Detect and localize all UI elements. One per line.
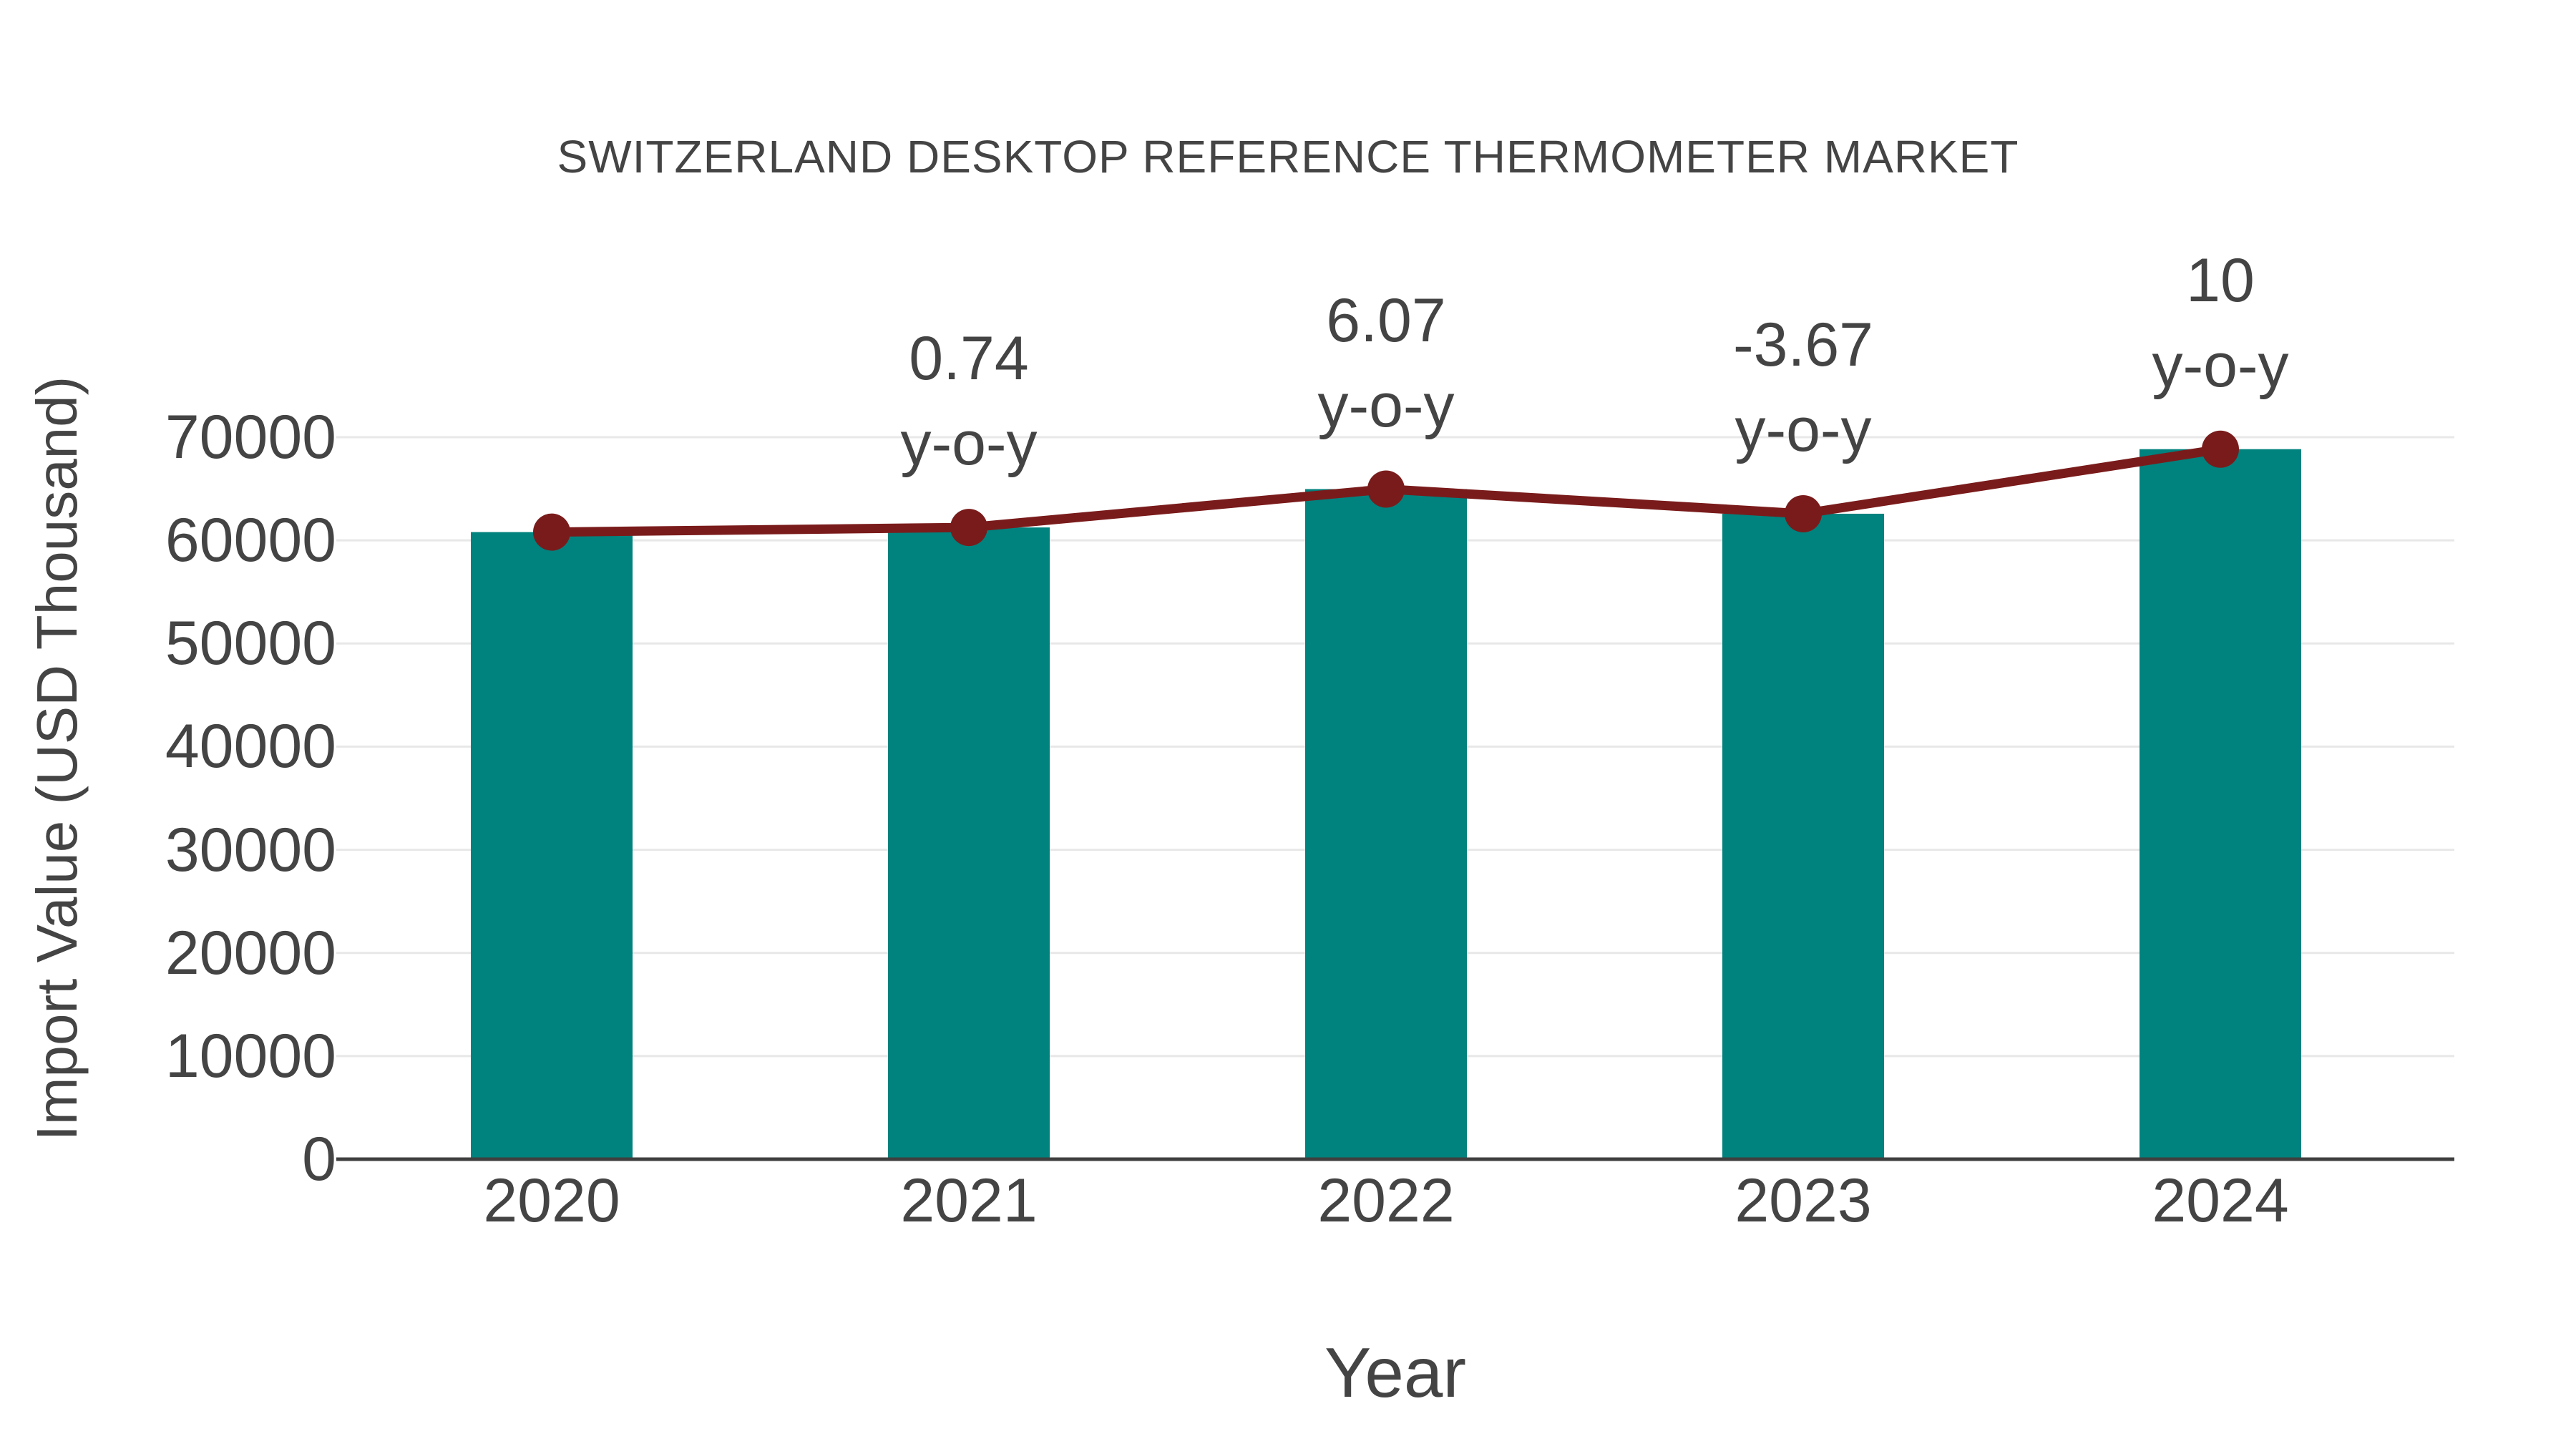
annotation-line: 10 xyxy=(2186,245,2255,315)
bar-2024 xyxy=(2140,449,2301,1159)
bar-2020 xyxy=(471,532,633,1159)
x-tick-label-2021: 2021 xyxy=(900,1166,1038,1235)
y-tick-label-60000: 60000 xyxy=(165,506,336,575)
annotation-line: 6.07 xyxy=(1326,286,1446,355)
y-tick-label-20000: 20000 xyxy=(165,918,336,987)
marker-2020 xyxy=(533,513,570,551)
y-tick-label-0: 0 xyxy=(302,1125,336,1194)
x-tick-label-2023: 2023 xyxy=(1735,1166,1872,1235)
x-tick-label-2024: 2024 xyxy=(2152,1166,2289,1235)
y-tick-label-50000: 50000 xyxy=(165,609,336,678)
yoy-annotation-2021: 0.74 y-o-y xyxy=(783,316,1155,487)
bar-2021 xyxy=(888,527,1050,1159)
y-tick-label-10000: 10000 xyxy=(165,1021,336,1091)
annotation-line: y-o-y xyxy=(1317,371,1455,440)
annotation-line: 0.74 xyxy=(909,324,1029,394)
chart-title: SWITZERLAND DESKTOP REFERENCE THERMOMETE… xyxy=(557,131,2019,182)
y-tick-label-70000: 70000 xyxy=(165,403,336,472)
y-tick-label-30000: 30000 xyxy=(165,815,336,884)
yoy-annotation-2024: 10 y-o-y xyxy=(2034,238,2406,409)
marker-2021 xyxy=(950,509,987,547)
x-tick-label-2020: 2020 xyxy=(483,1166,620,1235)
bar-2023 xyxy=(1722,513,1884,1159)
annotation-line: y-o-y xyxy=(900,409,1038,479)
annotation-line: -3.67 xyxy=(1732,310,1874,379)
annotation-line: y-o-y xyxy=(2152,331,2289,400)
x-tick-label-2022: 2022 xyxy=(1317,1166,1455,1235)
yoy-annotation-2023: -3.67 y-o-y xyxy=(1617,303,1989,473)
y-tick-label-40000: 40000 xyxy=(165,712,336,781)
marker-2022 xyxy=(1367,470,1405,508)
bar-2022 xyxy=(1305,489,1467,1159)
x-axis-title: Year xyxy=(1324,1333,1466,1412)
marker-2024 xyxy=(2202,430,2239,468)
marker-2023 xyxy=(1785,494,1822,532)
annotation-line: y-o-y xyxy=(1735,395,1872,464)
yoy-annotation-2022: 6.07 y-o-y xyxy=(1200,278,1572,449)
